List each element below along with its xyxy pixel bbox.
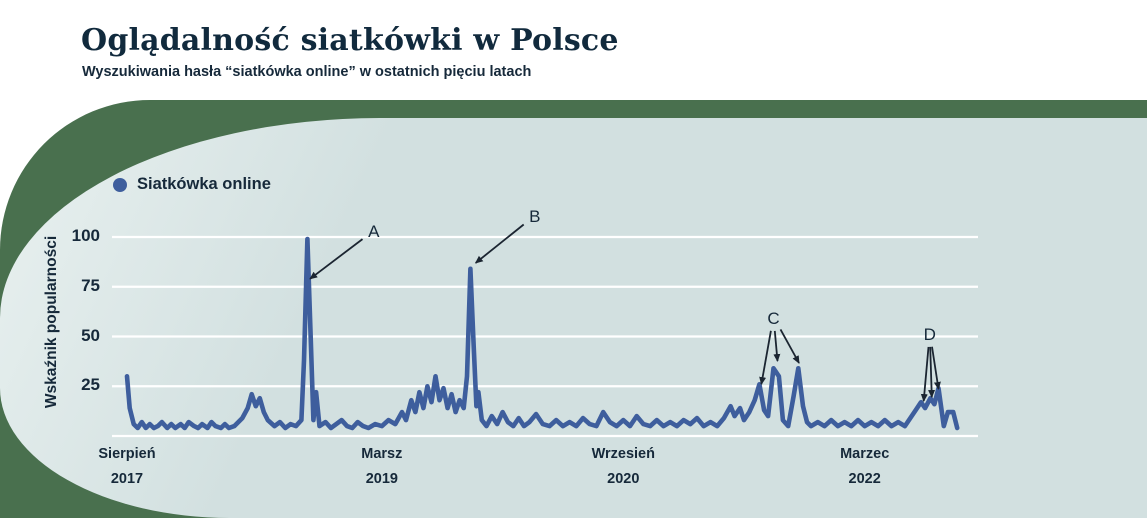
annotation-arrow-C [779,328,800,364]
page-title: Oglądalność siatkówki w Polsce [81,23,619,59]
annotation-label-C: C [767,309,779,328]
annotation-arrow-D [928,346,936,398]
annotation-arrow-C [759,330,772,386]
annotation-label-D: D [924,325,936,344]
x-tick-label-2020: Wrzesień 2020 [592,446,655,487]
chart-area: A B C D Sierpień 2017 Marsz 2019 Wrzesień 2020 Ma… [98,200,978,518]
y-axis-ticks: 100 75 50 25 [54,0,100,518]
x-tick-year: 2022 [848,471,881,487]
x-tick-month: Sierpień [98,446,156,462]
y-tick-label-100: 100 [71,226,100,245]
x-tick-year: 2019 [365,471,398,487]
x-tick-label-2019: Marsz 2019 [361,446,402,487]
annotation-arrow-B [474,223,525,264]
y-tick-label-50: 50 [81,325,100,345]
legend-dot-icon [113,177,127,192]
line-chart-svg: A B C D [112,207,978,438]
legend: Siatkówka online [113,175,271,194]
x-tick-label-2017: Sierpień 2017 [98,446,155,487]
x-tick-year: 2017 [110,471,144,487]
annotation-arrow-C [773,330,781,362]
x-axis-ticks: Sierpień 2017 Marsz 2019 Wrzesień 2020 Marzec 2… [98,446,978,516]
y-tick-label-25: 25 [81,375,100,395]
y-tick-label-75: 75 [81,275,100,295]
x-tick-year: 2020 [607,471,640,487]
page-subtitle: Wyszukiwania hasła “siatkówka online” w … [82,64,532,80]
annotation-arrow-D [920,346,930,402]
x-tick-label-2022: Marzec 2022 [840,446,889,487]
x-tick-month: Marsz [361,446,403,462]
annotation-arrow-A [309,238,364,280]
series-line-siatkowka-online [124,236,960,431]
x-tick-month: Wrzesień [591,446,655,462]
x-tick-month: Marzec [840,446,890,462]
annotation-arrow-D [931,346,941,390]
annotation-label-B: B [529,207,540,226]
annotation-label-A: A [368,222,380,241]
legend-label: Siatkówka online [137,175,271,193]
chart-panel-blob [0,118,1147,518]
